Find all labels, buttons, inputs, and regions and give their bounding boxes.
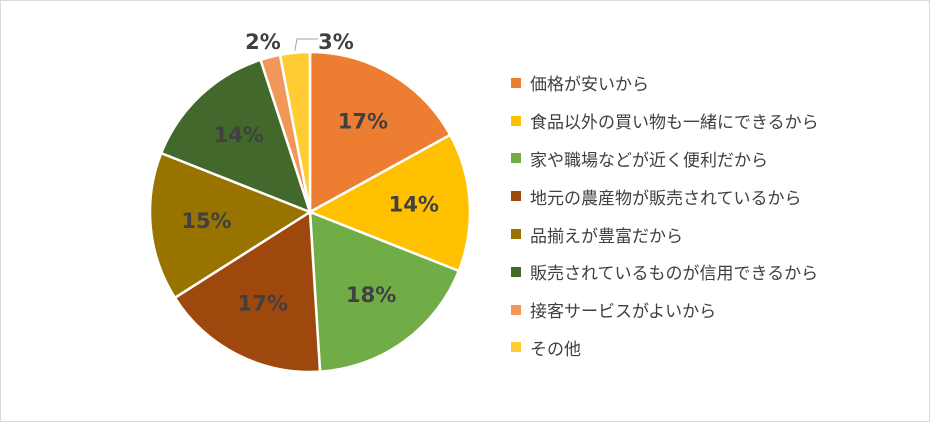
legend-swatch — [511, 153, 521, 164]
legend: 価格が安いから食品以外の買い物も一緒にできるから 家や職場などが近く便利だから地元… — [511, 64, 819, 366]
legend-swatch — [511, 304, 521, 315]
legend-swatch — [511, 191, 521, 202]
legend-label: その他 — [530, 339, 581, 360]
legend-label: 地元の農産物が販売されているから — [530, 188, 802, 209]
legend-label: 品揃えが豊富だから — [530, 226, 683, 247]
data-label: 3% — [318, 30, 354, 54]
leader-line — [294, 38, 318, 51]
data-label: 17% — [238, 292, 288, 316]
legend-label: 家や職場などが近く便利だから — [530, 150, 768, 171]
pie-slice — [308, 50, 452, 215]
legend-swatch — [511, 77, 521, 88]
data-label: 15% — [181, 209, 231, 233]
data-label: 14% — [214, 123, 264, 147]
legend-item: 家や職場などが近く便利だから — [511, 140, 819, 178]
legend-label: 販売されているものが信用できるから — [530, 264, 819, 285]
legend-swatch — [511, 342, 521, 353]
legend-item: その他 — [511, 329, 819, 367]
legend-label: 価格が安いから — [530, 75, 649, 96]
legend-item: 接客サービスがよいから — [511, 291, 819, 329]
legend-item: 地元の農産物が販売されているから — [511, 177, 819, 215]
legend-item: 品揃えが豊富だから — [511, 215, 819, 253]
legend-item: 食品以外の買い物も一緒にできるから — [511, 102, 819, 140]
legend-item: 販売されているものが信用できるから — [511, 253, 819, 291]
pie-slice — [173, 209, 322, 374]
pie-slice — [307, 133, 472, 273]
data-label: 14% — [389, 192, 439, 216]
data-label: 18% — [346, 283, 396, 307]
legend-item: 価格が安いから — [511, 64, 819, 102]
pie-slice — [148, 151, 313, 300]
legend-swatch — [511, 229, 521, 240]
data-label: 2% — [245, 30, 281, 54]
pie-slice — [308, 210, 461, 374]
data-label: 17% — [338, 109, 388, 133]
legend-label: 食品以外の買い物も一緒にできるから — [530, 113, 819, 134]
pie-slice — [278, 50, 312, 213]
legend-label: 接客サービスがよいから — [530, 302, 717, 323]
legend-swatch — [511, 115, 521, 126]
legend-swatch — [511, 266, 521, 277]
